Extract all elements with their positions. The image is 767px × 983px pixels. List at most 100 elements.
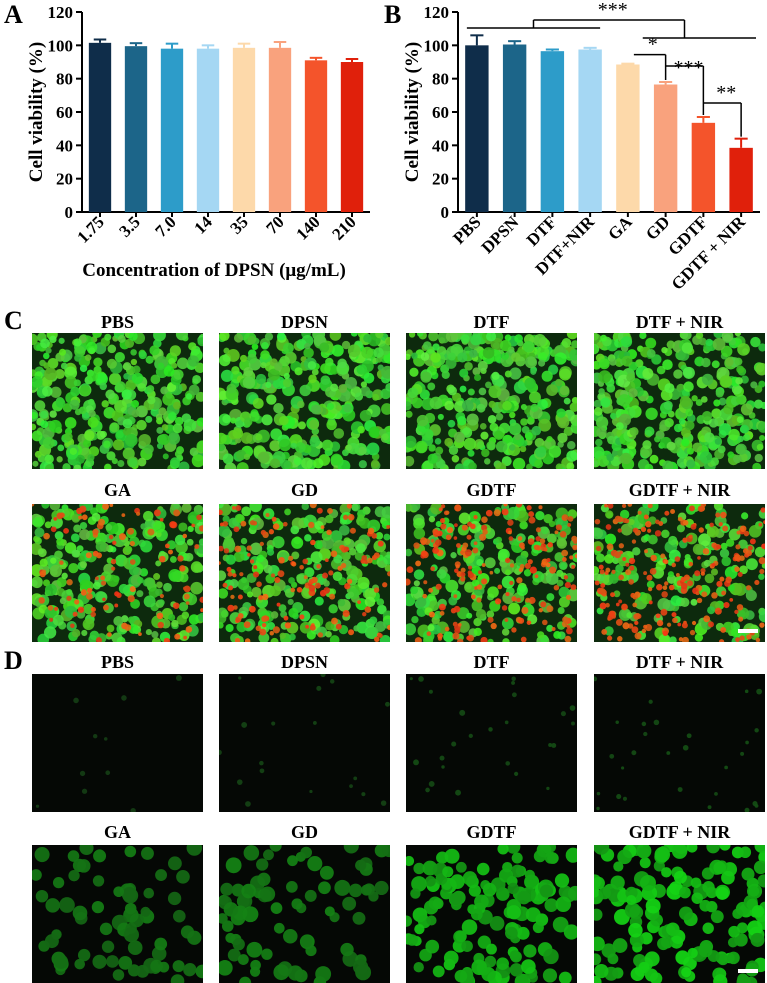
live-cell	[106, 451, 116, 461]
live-cell	[434, 438, 442, 445]
fluorescent-cell	[544, 898, 559, 912]
dead-cell	[494, 598, 502, 605]
live-cell	[525, 463, 533, 469]
dead-cell	[90, 611, 96, 618]
dead-cell	[598, 564, 604, 570]
fluorescent-cell	[287, 965, 303, 981]
fluorescent-cell	[77, 948, 91, 962]
fluorescent-cell	[474, 894, 489, 910]
fluorescent-cell	[309, 789, 313, 794]
live-cell	[230, 417, 237, 424]
live-cell	[713, 399, 721, 407]
fluorescent-cell	[273, 964, 290, 981]
dead-cell	[108, 534, 114, 540]
live-cell	[309, 436, 321, 448]
dead-cell	[343, 514, 349, 520]
live-cell	[37, 548, 47, 558]
live-cell	[140, 540, 153, 553]
dead-cell	[617, 528, 622, 533]
live-cell	[32, 517, 44, 528]
dead-cell	[605, 524, 612, 530]
live-cell	[468, 462, 477, 469]
dead-cell	[654, 530, 662, 537]
dead-cell	[703, 615, 711, 623]
dead-cell	[615, 619, 623, 626]
fluorescent-cell	[72, 905, 88, 921]
live-cell	[71, 549, 80, 558]
dead-cell	[650, 554, 657, 562]
dead-cell	[515, 504, 523, 508]
live-cell	[45, 347, 52, 354]
fluorescent-cell	[269, 845, 282, 852]
live-cell	[409, 367, 419, 377]
live-cell	[87, 454, 95, 462]
dead-cell	[219, 509, 223, 516]
fluorescent-cell	[713, 974, 728, 983]
live-cell	[356, 621, 369, 634]
live-cell	[225, 554, 236, 565]
live-cell	[76, 609, 86, 619]
bar	[616, 64, 640, 212]
live-cell	[697, 533, 711, 547]
live-cell	[735, 443, 747, 455]
fluorescent-cell	[643, 731, 648, 737]
fluorescent-cell	[594, 953, 602, 966]
dead-cell	[159, 593, 164, 599]
x-tick-label: 140	[292, 212, 323, 243]
live-cell	[512, 457, 526, 469]
dead-cell	[386, 524, 390, 529]
dead-cell	[283, 615, 289, 621]
dead-cell	[237, 613, 244, 619]
live-cell	[441, 370, 450, 379]
live-cell	[274, 362, 283, 371]
dead-cell	[466, 636, 471, 641]
live-cell	[516, 510, 529, 523]
dead-cell	[711, 562, 716, 567]
live-cell	[156, 581, 163, 589]
fluorescent-cell	[645, 898, 661, 914]
live-cell	[501, 352, 509, 360]
live-cell	[704, 573, 715, 584]
dead-cell	[617, 636, 623, 642]
live-cell	[541, 370, 553, 382]
fluorescent-cell	[630, 967, 645, 982]
live-cell	[310, 551, 323, 564]
fluorescent-cell	[758, 850, 765, 864]
fluorescent-cell	[425, 875, 436, 887]
live-cell	[519, 445, 527, 453]
live-cell	[366, 442, 380, 456]
live-cell	[185, 393, 193, 400]
dead-cell	[722, 525, 729, 532]
live-cell	[604, 554, 614, 564]
live-cell	[219, 333, 230, 342]
dead-cell	[109, 504, 114, 507]
fluorescent-cell	[355, 859, 367, 871]
live-cell	[82, 439, 92, 448]
dead-cell	[92, 528, 99, 536]
live-cell	[375, 621, 386, 632]
live-cell	[219, 432, 227, 445]
dead-cell	[230, 594, 235, 600]
dead-cell	[737, 571, 743, 577]
dead-cell	[600, 583, 606, 589]
live-cell	[224, 462, 237, 469]
dead-cell	[504, 557, 511, 564]
dead-cell	[438, 603, 446, 611]
dead-cell	[265, 512, 270, 518]
live-cell	[122, 362, 132, 371]
live-cell	[535, 446, 547, 458]
fluorescent-cell	[728, 925, 740, 938]
dead-cell	[247, 552, 251, 557]
dead-cell	[763, 520, 765, 525]
live-cell	[459, 368, 469, 378]
fluorescent-cell	[481, 967, 496, 982]
fluorescent-cell	[232, 938, 245, 951]
dead-cell	[239, 572, 244, 577]
panel-c-label: DPSN	[280, 312, 328, 332]
live-cell	[260, 350, 270, 360]
live-cell	[358, 446, 367, 455]
dead-cell	[329, 593, 336, 600]
dead-cell	[270, 573, 275, 578]
dead-cell	[173, 509, 181, 517]
fluorescent-cell	[455, 930, 467, 943]
